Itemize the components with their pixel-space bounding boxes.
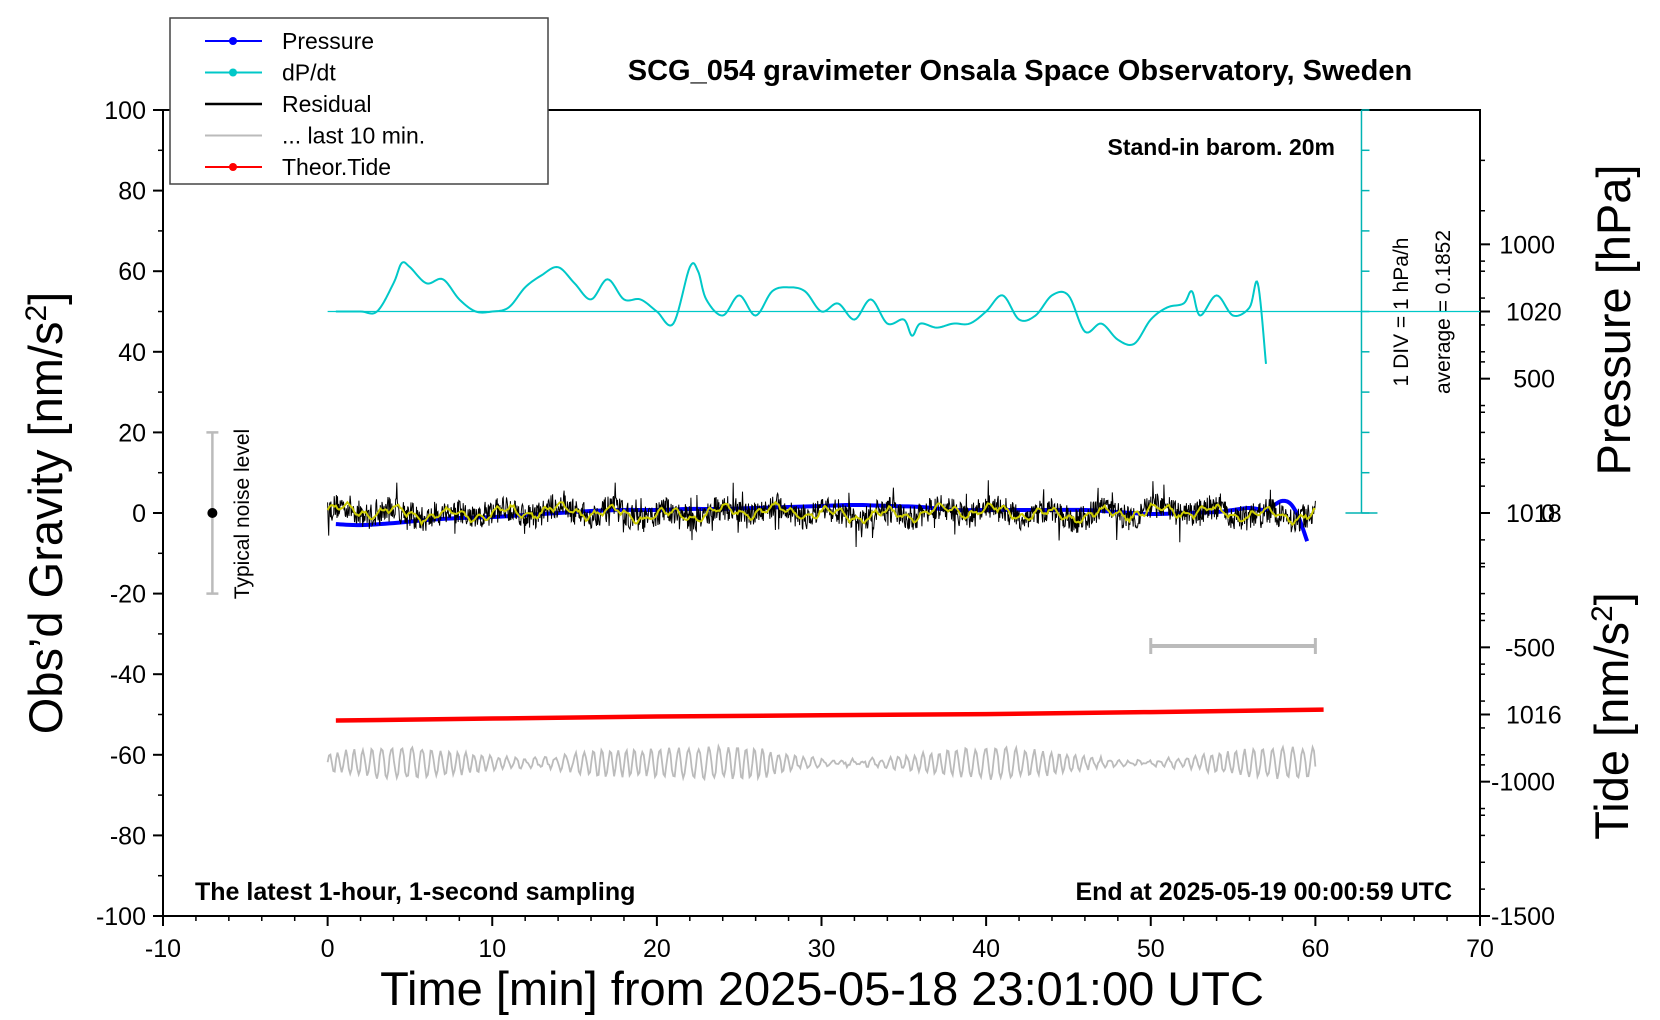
x-tick-label: 10 <box>478 935 506 963</box>
legend-label-2: Residual <box>282 91 372 117</box>
chart-title: SCG_054 gravimeter Onsala Space Observat… <box>628 55 1412 87</box>
legend-label-1: dP/dt <box>282 60 336 86</box>
tide-tick-label: -500 <box>1505 634 1555 662</box>
residual-line <box>327 480 1316 548</box>
tide-tick-label: -1000 <box>1491 769 1555 797</box>
y-tick-label: -20 <box>110 581 146 609</box>
y-tick-label: 20 <box>118 419 146 447</box>
residual-smoothed-line <box>326 500 1316 527</box>
legend: Pressure dP/dt Residual ... last 10 min. The… <box>169 17 549 185</box>
tide-tick-label: -1500 <box>1491 903 1555 931</box>
x-tick-label: 70 <box>1466 935 1494 963</box>
y-tick-label: -80 <box>110 822 146 850</box>
y-axis-label-pressure: Pressure [hPa] <box>1587 165 1640 476</box>
sampling-annotation: The latest 1-hour, 1-second sampling <box>195 878 635 906</box>
pressure-tick-label: 1016 <box>1506 702 1562 730</box>
x-tick-label: 40 <box>972 935 1000 963</box>
legend-label-3: ... last 10 min. <box>282 123 425 149</box>
y-tick-label: 100 <box>104 97 146 125</box>
noise-bar-center <box>207 508 218 518</box>
last10-line <box>326 743 1317 782</box>
tide-tick-label: 500 <box>1513 366 1555 394</box>
y-axis-label-gravity: Obs’d Gravity [nm/s2] <box>19 292 72 734</box>
tide-tick-label: 0 <box>1541 500 1555 528</box>
tide-tick-label: 1000 <box>1499 231 1555 259</box>
y-tick-label: -100 <box>96 903 146 931</box>
x-tick-label: 0 <box>321 935 335 963</box>
axis-ticks: -10 0 10 20 30 40 50 60 70100806040200-20-40-60-… <box>96 97 1562 963</box>
x-tick-label: 30 <box>808 935 836 963</box>
data-series <box>206 109 1480 782</box>
x-tick-label: 60 <box>1301 935 1329 963</box>
x-axis-label: Time [min] from 2025-05-18 23:01:00 UTC <box>380 962 1264 1015</box>
x-tick-label: 50 <box>1137 935 1165 963</box>
y-axis-label-tide: Tide [nm/s2] <box>1585 592 1638 839</box>
noise-annotation: Typical noise level <box>231 429 254 599</box>
pressure-tick-label: 1020 <box>1506 299 1562 327</box>
dpdt-line <box>335 261 1267 364</box>
y-tick-label: -40 <box>110 661 146 689</box>
end-time-annotation: End at 2025-05-19 00:00:59 UTC <box>1075 878 1452 906</box>
legend-box <box>169 17 549 185</box>
x-tick-label: 20 <box>643 935 671 963</box>
legend-label-0: Pressure <box>282 28 374 54</box>
y-tick-label: -60 <box>110 742 146 770</box>
y-tick-label: 80 <box>118 178 146 206</box>
legend-marker-0 <box>229 37 237 45</box>
y-tick-label: 0 <box>132 500 146 528</box>
pressure-tick-label: 1018 <box>1506 500 1562 528</box>
legend-marker-4 <box>229 163 237 171</box>
x-tick-label: -10 <box>145 935 181 963</box>
barometer-annotation: Stand-in barom. 20m <box>1108 134 1335 160</box>
y-tick-label: 40 <box>118 339 146 367</box>
legend-marker-1 <box>229 68 237 77</box>
y-tick-label: 60 <box>118 258 146 286</box>
legend-label-4: Theor.Tide <box>282 154 391 180</box>
plot-area: SCG_054 gravimeter Onsala Space Observat… <box>19 17 1640 1015</box>
tide-line <box>335 707 1324 723</box>
